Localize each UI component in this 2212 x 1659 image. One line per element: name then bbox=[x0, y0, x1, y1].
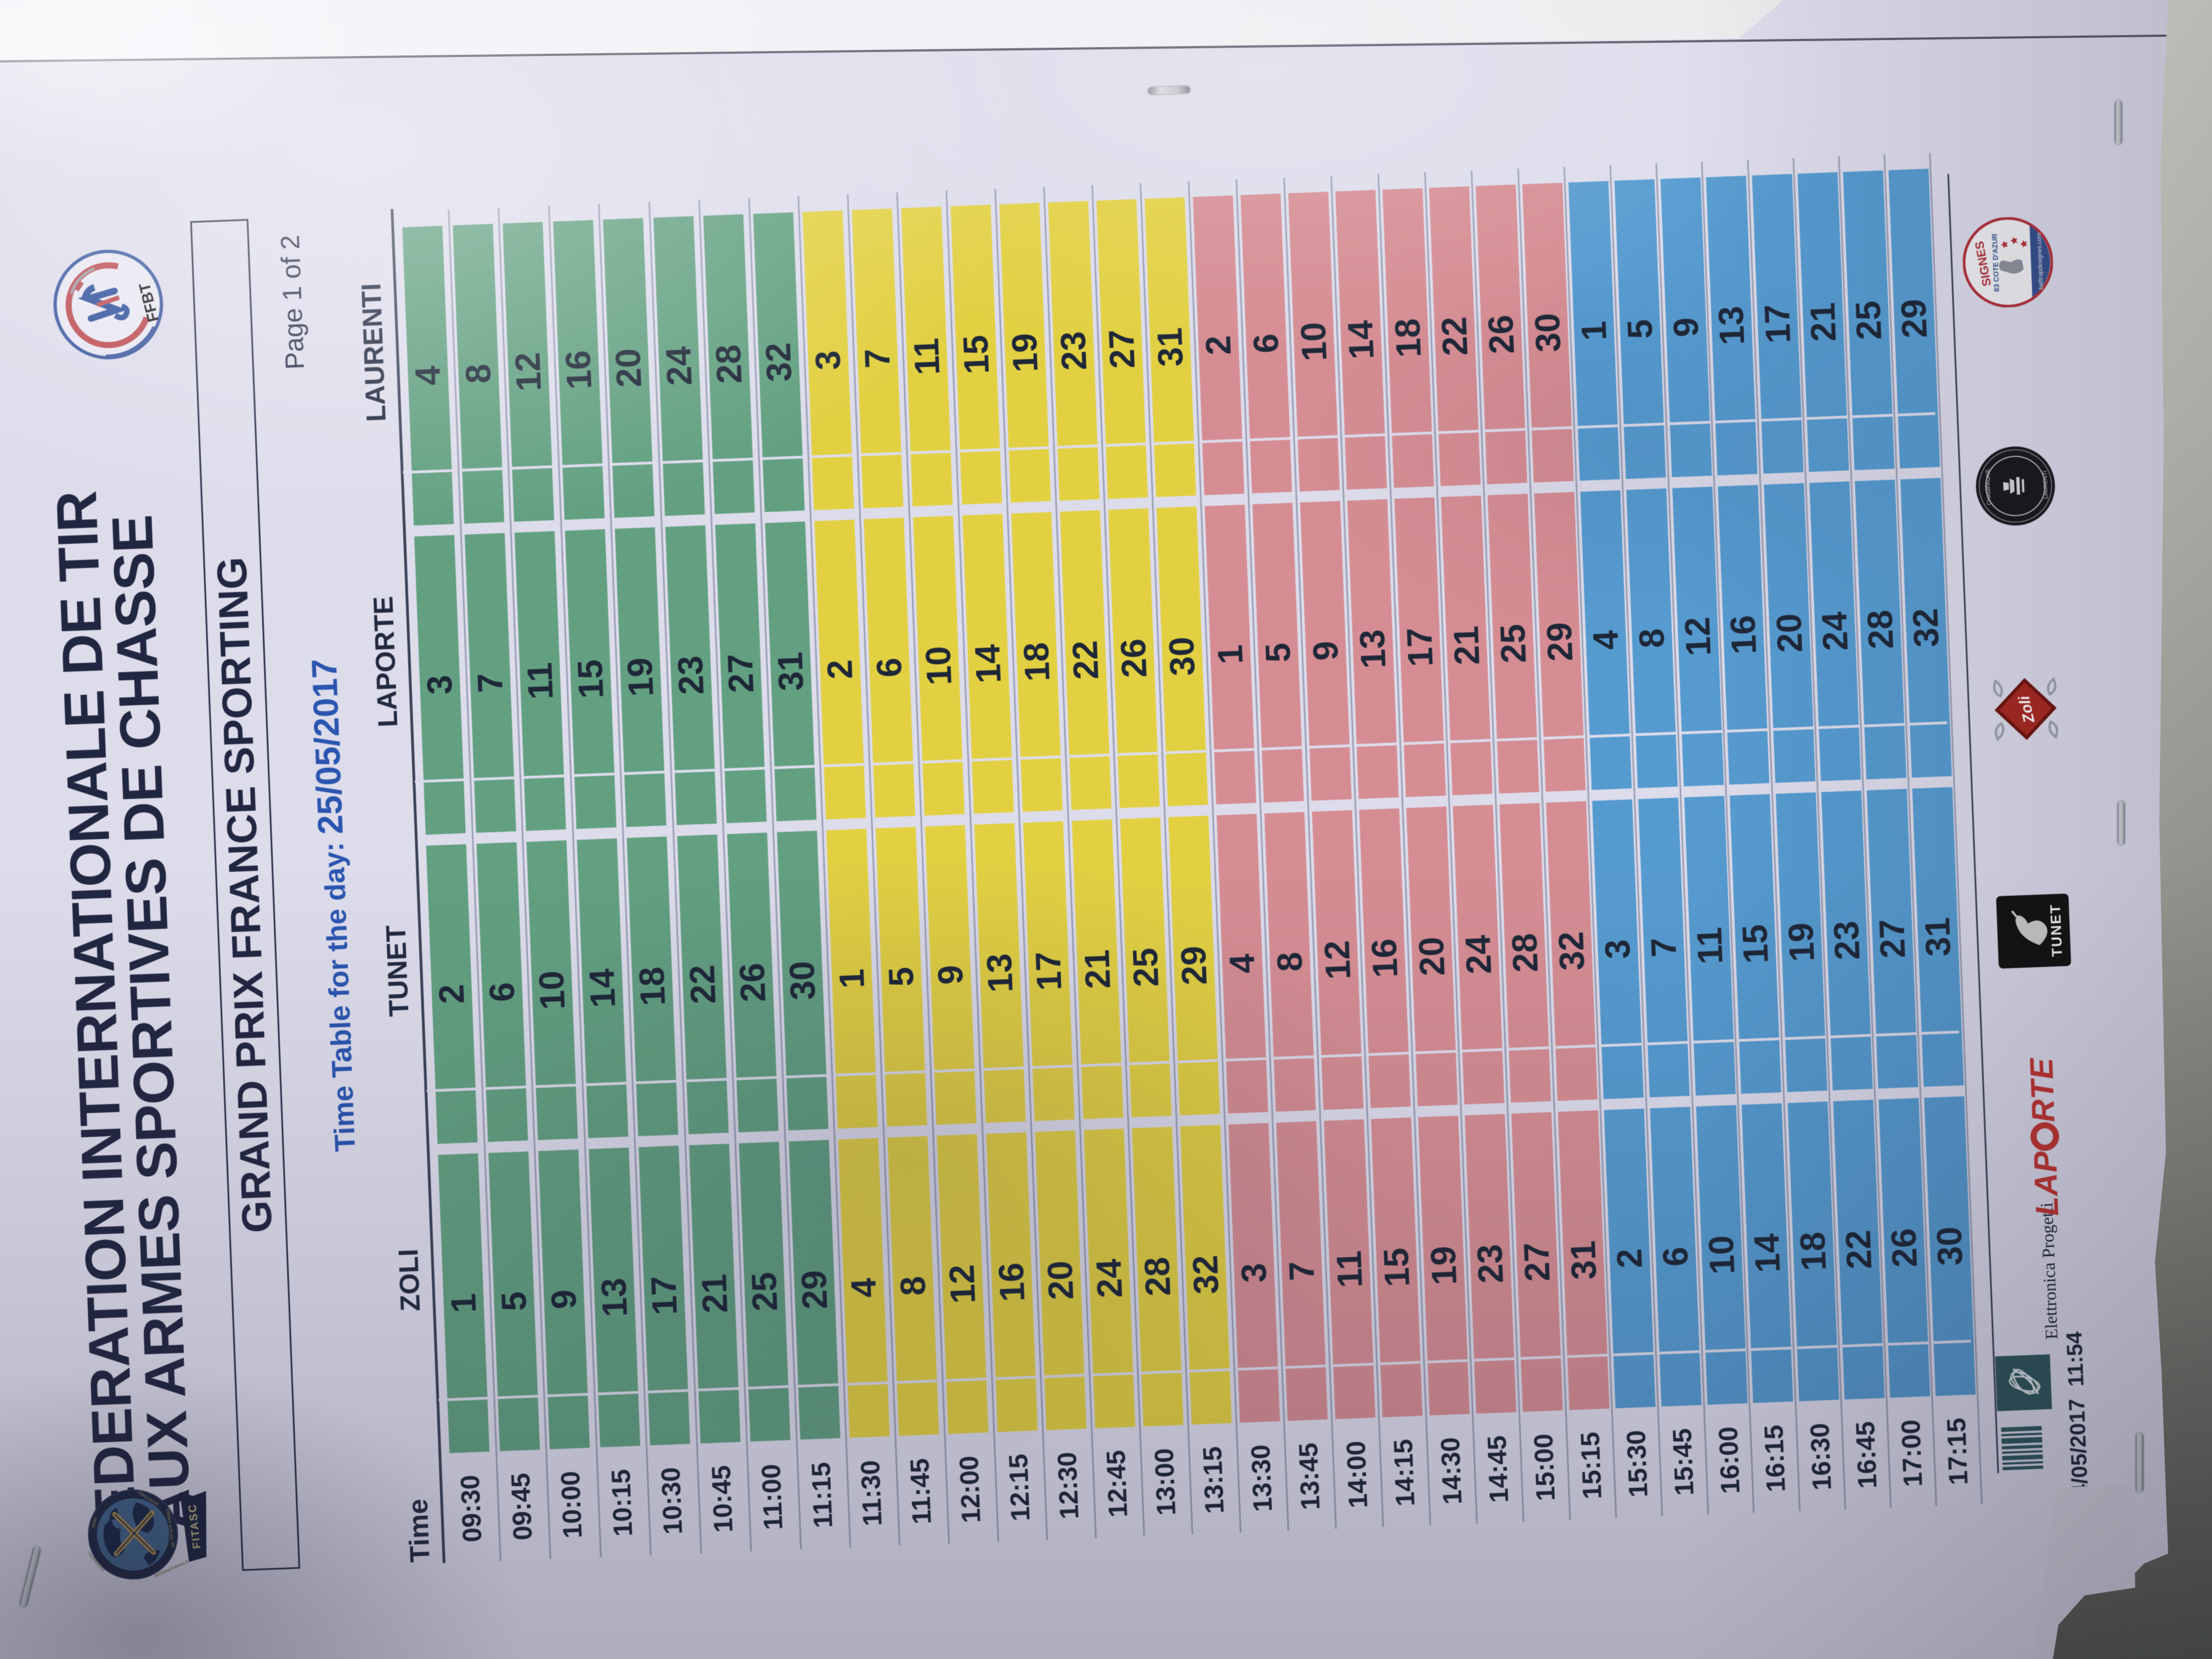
svg-text:TUNET: TUNET bbox=[2047, 904, 2066, 957]
svg-text:LAURENTI: LAURENTI bbox=[2042, 471, 2050, 499]
